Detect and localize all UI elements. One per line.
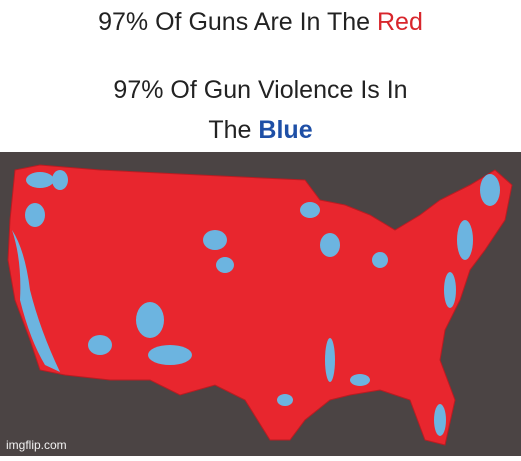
- blue-area: [350, 374, 370, 386]
- watermark: imgflip.com: [6, 438, 67, 452]
- blue-areas: [12, 170, 500, 436]
- caption: 97% Of Guns Are In The Red 97% Of Gun Vi…: [0, 0, 521, 152]
- blue-area: [300, 202, 320, 218]
- blue-area: [372, 252, 388, 268]
- caption-text: 97% Of Guns Are In The: [98, 8, 371, 36]
- blue-area: [434, 404, 446, 436]
- caption-text: The: [208, 116, 252, 144]
- blue-area: [136, 302, 164, 338]
- map-panel: imgflip.com: [0, 152, 521, 456]
- blue-area: [148, 345, 192, 365]
- blue-area: [325, 338, 335, 382]
- blue-area: [12, 230, 60, 372]
- blue-area: [26, 172, 54, 188]
- blue-area: [52, 170, 68, 190]
- blue-area: [444, 272, 456, 308]
- highlight-red: Red: [377, 8, 423, 36]
- caption-line: 97% Of Gun Violence Is In: [0, 76, 521, 105]
- us-map: [7, 164, 513, 446]
- caption-line: 97% Of Guns Are In The Red: [0, 8, 521, 37]
- blue-area: [277, 394, 293, 406]
- blue-area: [88, 335, 112, 355]
- blue-area: [25, 203, 45, 227]
- blue-area: [320, 233, 340, 257]
- caption-line: The Blue: [0, 116, 521, 145]
- highlight-blue: Blue: [258, 116, 313, 144]
- blue-area: [457, 220, 473, 260]
- blue-area: [203, 230, 227, 250]
- blue-area: [480, 174, 500, 206]
- caption-text: 97% Of Gun Violence Is In: [113, 76, 408, 104]
- us-outline: [7, 164, 513, 446]
- blue-area: [216, 257, 234, 273]
